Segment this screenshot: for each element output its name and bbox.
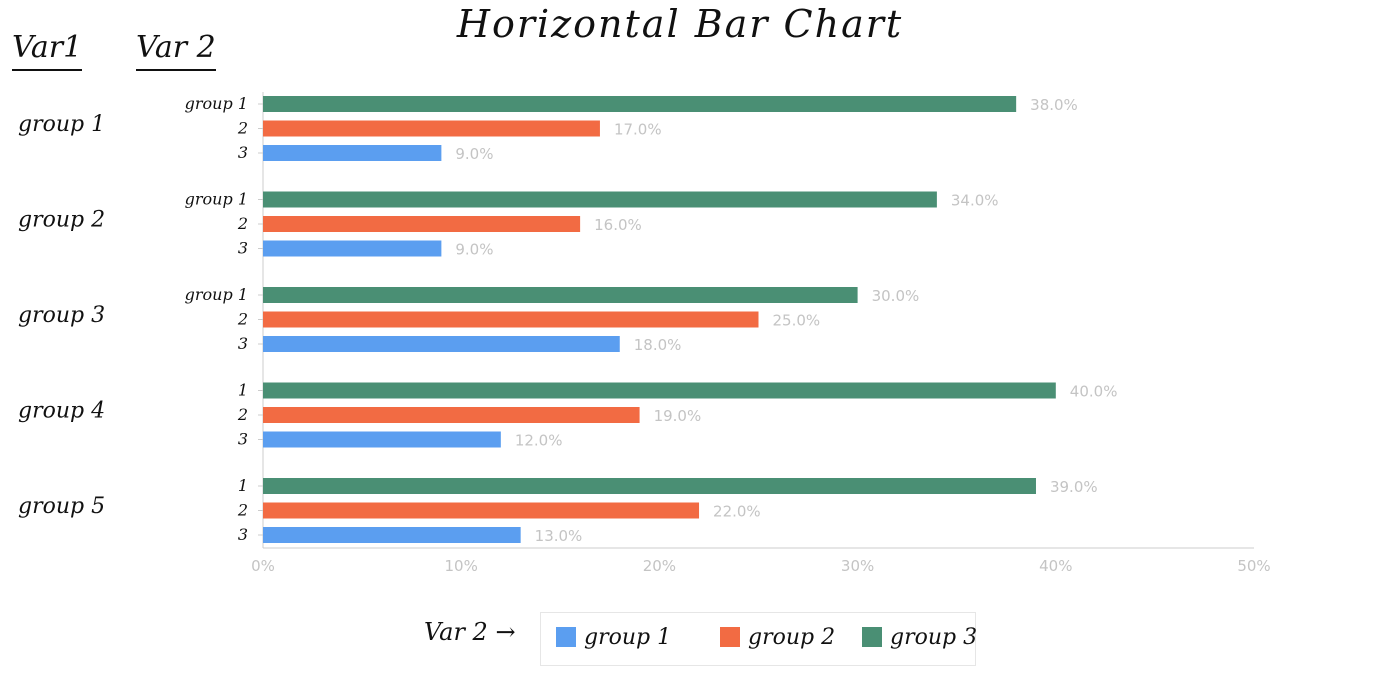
bar <box>263 311 759 328</box>
group-label: group 5 <box>18 494 105 519</box>
x-tick-label: 40% <box>1039 557 1072 575</box>
bar-category-label: 1 <box>238 476 248 495</box>
bar-category-label: group 1 <box>185 285 248 304</box>
bar-category-label: 3 <box>238 334 248 353</box>
legend-swatch-group-2 <box>720 627 740 647</box>
bar-category-label: group 1 <box>185 94 248 113</box>
x-tick-label: 20% <box>643 557 676 575</box>
group-label: group 2 <box>18 208 105 233</box>
bar-category-label: 3 <box>238 143 248 162</box>
bar <box>263 120 600 137</box>
legend-label-group-2: group 2 <box>748 624 836 650</box>
bar-category-label: 1 <box>238 381 248 400</box>
legend-item-group-1: group 1 <box>556 624 671 650</box>
bar <box>263 407 640 423</box>
bar <box>263 478 1036 494</box>
legend-item-group-2: group 2 <box>720 624 835 650</box>
data-label: 38.0% <box>1030 96 1078 114</box>
group-label: group 1 <box>18 112 105 137</box>
bar <box>263 191 937 208</box>
data-label: 39.0% <box>1050 478 1098 496</box>
bar-category-label: 3 <box>238 239 248 258</box>
legend-label-group-3: group 3 <box>890 624 978 650</box>
bar <box>263 96 1017 112</box>
data-label: 17.0% <box>614 121 662 139</box>
data-label: 25.0% <box>773 312 821 330</box>
group-label: group 4 <box>18 399 105 424</box>
bar <box>263 240 442 257</box>
legend <box>540 612 976 666</box>
chart-title: Horizontal Bar Chart <box>456 2 904 46</box>
data-label: 40.0% <box>1070 383 1118 401</box>
data-label: 22.0% <box>713 503 761 521</box>
data-label: 18.0% <box>634 336 682 354</box>
bar-category-label: 2 <box>237 119 248 138</box>
bar-category-label: 2 <box>237 310 248 329</box>
data-label: 16.0% <box>594 216 642 234</box>
bar <box>263 502 700 519</box>
bar <box>263 216 581 232</box>
bar-category-label: 3 <box>238 525 248 544</box>
bar <box>263 336 620 352</box>
bar <box>263 145 442 161</box>
bar <box>263 287 858 303</box>
bar-category-label: 2 <box>237 501 248 520</box>
data-label: 9.0% <box>455 145 493 163</box>
x-tick-label: 50% <box>1237 557 1270 575</box>
var1-header: Var1 <box>12 30 83 71</box>
legend-swatch-group-3 <box>862 627 882 647</box>
data-label: 34.0% <box>951 192 999 210</box>
data-label: 12.0% <box>515 432 563 450</box>
bar <box>263 382 1056 399</box>
x-tick-label: 0% <box>251 557 275 575</box>
data-label: 19.0% <box>654 407 702 425</box>
legend-swatch-group-1 <box>556 627 576 647</box>
legend-label-group-1: group 1 <box>584 624 672 650</box>
bar-category-label: 2 <box>237 405 248 424</box>
x-tick-label: 10% <box>445 557 478 575</box>
data-label: 30.0% <box>872 287 920 305</box>
legend-item-group-3: group 3 <box>862 624 977 650</box>
bar <box>263 431 501 448</box>
legend-prefix: Var 2 → <box>424 618 516 646</box>
bar-category-label: 2 <box>237 214 248 233</box>
bar-category-label: group 1 <box>185 190 248 209</box>
data-label: 9.0% <box>455 241 493 259</box>
var2-header: Var 2 <box>136 30 216 71</box>
bar-category-label: 3 <box>238 430 248 449</box>
bar <box>263 527 521 543</box>
data-label: 13.0% <box>535 527 583 545</box>
x-tick-label: 30% <box>841 557 874 575</box>
group-label: group 3 <box>18 303 105 328</box>
